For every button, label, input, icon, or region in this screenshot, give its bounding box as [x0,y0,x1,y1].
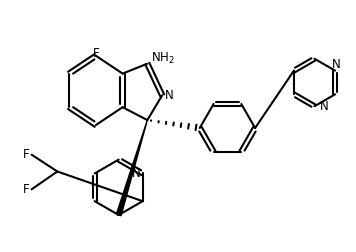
Polygon shape [116,120,147,216]
Text: N: N [165,89,174,102]
Text: F: F [23,148,30,161]
Text: N: N [319,100,328,113]
Text: N: N [332,58,340,71]
Text: F: F [23,183,30,196]
Text: NH$_2$: NH$_2$ [151,51,175,66]
Text: N: N [132,167,141,180]
Text: F: F [93,47,99,60]
